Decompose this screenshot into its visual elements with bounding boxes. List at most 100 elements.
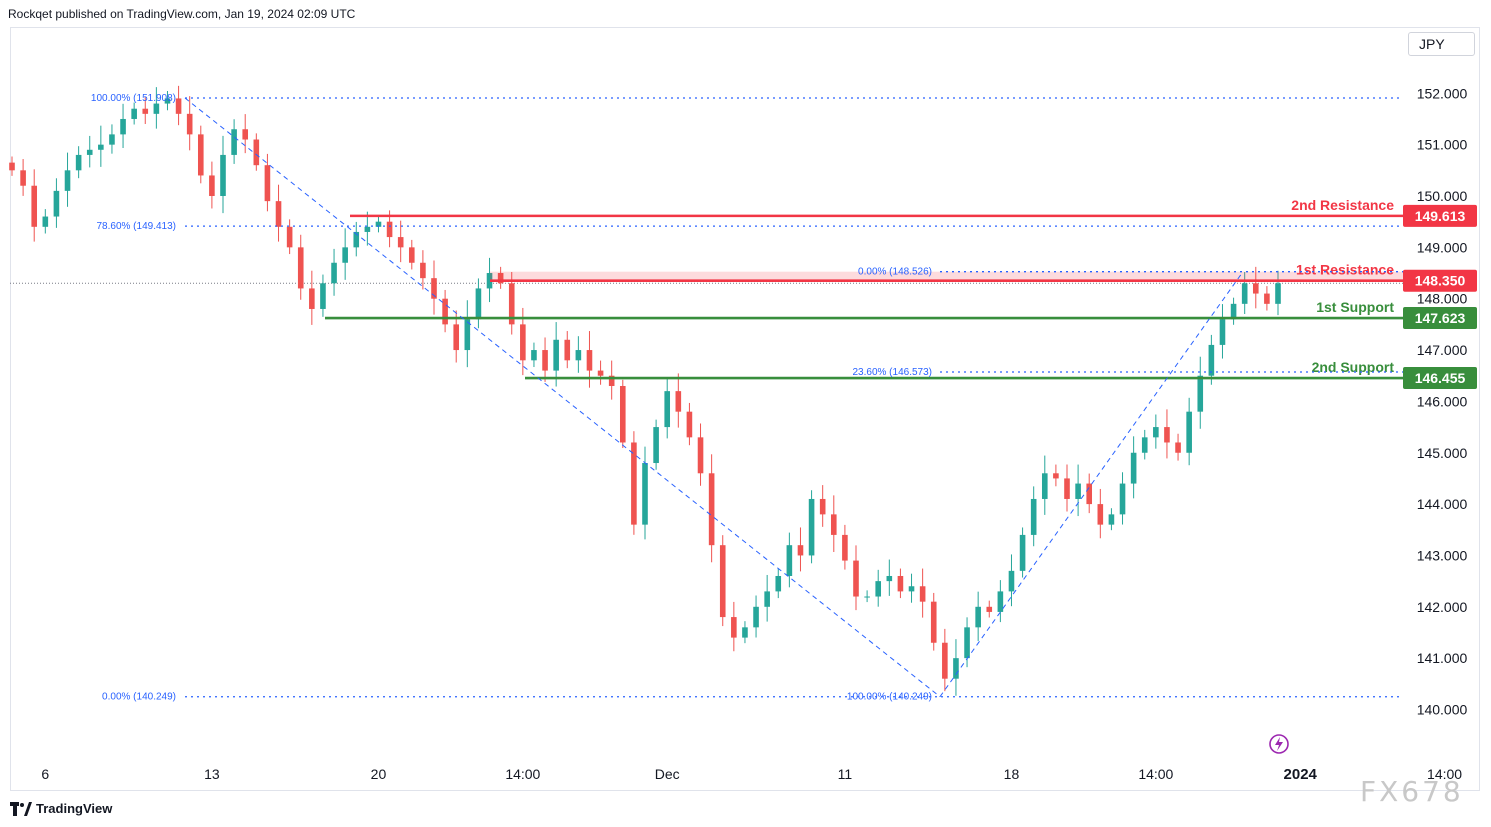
candle-body	[564, 339, 571, 361]
candle-body	[164, 98, 171, 104]
candle-body	[531, 350, 537, 361]
price-tag	[1403, 367, 1477, 390]
level-label: 1st Resistance	[1296, 262, 1394, 278]
candle-body	[964, 627, 970, 659]
candle-body	[42, 216, 49, 227]
candle-body	[31, 185, 38, 227]
price-tag-value: 148.350	[1415, 273, 1466, 289]
candle-body	[353, 231, 360, 248]
candle-body	[175, 98, 182, 114]
candle-body	[608, 375, 615, 386]
candle-body	[231, 129, 237, 155]
candle-body	[830, 514, 837, 535]
candle-body	[819, 498, 826, 515]
candle-body	[131, 108, 137, 119]
candle-body	[897, 575, 904, 592]
candle-body	[342, 247, 348, 263]
price-tag	[1403, 269, 1477, 292]
time-tick-label: 18	[1004, 766, 1020, 782]
candle-body	[953, 658, 959, 679]
candle-body	[1019, 534, 1026, 571]
fib-trend-line	[939, 271, 1244, 698]
candle-body	[9, 162, 15, 171]
candle-body	[875, 581, 882, 597]
chart-frame	[10, 27, 1480, 791]
price-tag-value: 146.455	[1415, 370, 1466, 386]
tradingview-brand-label: TradingView	[36, 801, 113, 816]
candle-body	[619, 385, 626, 443]
price-tag-value: 147.623	[1415, 310, 1466, 326]
candle-body	[1186, 411, 1192, 453]
price-tick-label: 141.000	[1417, 650, 1468, 666]
price-tick-label: 144.000	[1417, 496, 1468, 512]
candle-body	[75, 154, 82, 171]
candle-body	[1141, 437, 1148, 453]
lightning-icon[interactable]	[1268, 733, 1290, 755]
candle-body	[997, 591, 1004, 612]
candle-body	[975, 606, 981, 628]
candle-body	[1130, 452, 1137, 484]
candle-body	[1008, 570, 1015, 592]
fib-label: 100.00% (140.249)	[847, 692, 932, 703]
time-tick-label: 11	[838, 766, 853, 782]
candle-body	[275, 201, 282, 227]
currency-selector[interactable]: JPY	[1408, 32, 1475, 56]
candle-body	[420, 262, 426, 279]
candle-body	[719, 545, 726, 618]
candle-body	[653, 427, 659, 464]
fib-label: 78.60% (149.413)	[96, 221, 176, 232]
candle-body	[98, 144, 104, 150]
price-tick-label: 151.000	[1417, 137, 1468, 153]
candle-body	[886, 575, 893, 582]
candle-body	[120, 118, 126, 135]
candle-body	[320, 283, 326, 309]
tradingview-brand[interactable]: TradingView	[10, 801, 112, 816]
price-tag-value: 149.613	[1415, 208, 1466, 224]
time-tick-label: 14:00	[1427, 766, 1462, 782]
candle-body	[775, 575, 782, 592]
candle-body	[1164, 427, 1170, 443]
candle-body	[675, 391, 682, 412]
candle-body	[631, 442, 637, 525]
candle-body	[1175, 442, 1181, 453]
time-tick-label: 2024	[1284, 766, 1318, 783]
price-tag	[1403, 307, 1477, 330]
candle-body	[697, 437, 704, 474]
candle-body	[264, 165, 271, 202]
candle-body	[109, 134, 115, 145]
price-tick-label: 146.000	[1417, 393, 1468, 409]
publisher-header: Rockqet published on TradingView.com, Ja…	[8, 7, 356, 21]
candle-body	[864, 596, 870, 598]
candle-body	[1097, 504, 1104, 525]
candle-body	[408, 247, 415, 263]
candle-body	[64, 170, 71, 191]
candle-body	[1219, 319, 1226, 345]
candle-body	[486, 273, 493, 289]
candle-body	[686, 411, 693, 438]
price-tick-label: 148.000	[1417, 291, 1468, 307]
price-tick-label: 143.000	[1417, 547, 1468, 563]
price-tick-label: 150.000	[1417, 188, 1468, 204]
candle-body	[742, 627, 748, 638]
candle-body	[664, 391, 671, 428]
candle-body	[497, 273, 504, 284]
candle-body	[753, 606, 759, 628]
time-tick-label: 14:00	[1138, 766, 1173, 782]
time-tick-label: Dec	[655, 766, 680, 782]
candle-body	[1197, 375, 1204, 412]
candle-body	[1208, 344, 1215, 376]
candle-body	[1230, 303, 1237, 320]
candle-body	[186, 113, 193, 135]
candle-body	[708, 473, 715, 546]
candle-body	[375, 221, 382, 227]
price-chart[interactable]: 2nd Resistance 149.613 1st Resistance 148.3…	[0, 0, 1491, 800]
fib-label: 0.00% (148.526)	[858, 267, 932, 278]
candle-body	[1241, 283, 1248, 304]
candle-body	[508, 283, 515, 325]
candle-body	[364, 226, 371, 232]
candle-body	[919, 586, 926, 602]
candle-body	[1053, 473, 1059, 479]
price-tag	[1403, 204, 1477, 227]
fib-label: 23.60% (146.573)	[852, 367, 932, 378]
level-label: 2nd Resistance	[1291, 197, 1394, 213]
